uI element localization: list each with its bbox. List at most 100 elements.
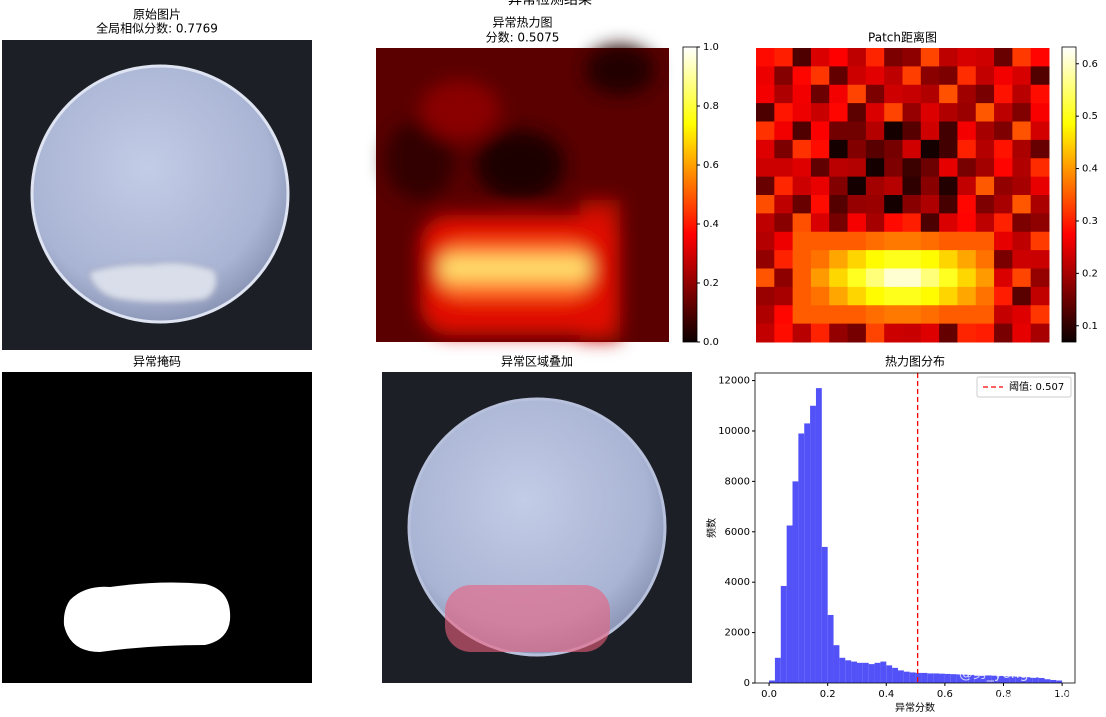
patch-cell — [1030, 323, 1050, 343]
patch-cell — [756, 158, 775, 178]
histogram-bar — [1044, 679, 1051, 683]
histogram-bar — [927, 673, 934, 683]
histogram-bar — [956, 674, 963, 683]
patch-cell — [957, 286, 977, 306]
patch-cell — [847, 305, 867, 325]
patch-cell — [865, 286, 885, 306]
patch-cell — [792, 84, 812, 104]
patch-cell — [865, 305, 885, 325]
histogram-bar — [851, 661, 857, 683]
heat-dark — [585, 45, 655, 95]
patch-cell — [884, 158, 903, 178]
patch-cell — [902, 195, 922, 214]
y-axis-label: 频数 — [705, 518, 718, 538]
patch-cell — [847, 48, 867, 67]
patch-cell — [920, 139, 940, 159]
histogram-bar — [1038, 677, 1045, 683]
colorbar-tick-label: 0.3 — [1082, 216, 1098, 227]
patch-cell — [957, 139, 977, 159]
colorbar-tick-label: 0.4 — [1082, 164, 1098, 175]
patch-cell — [902, 231, 922, 251]
colorbar — [682, 46, 698, 343]
patch-cell — [1012, 231, 1032, 251]
patch-cell — [792, 139, 812, 159]
colorbar-tick-label: 1.0 — [703, 42, 719, 53]
patch-cell — [810, 213, 830, 233]
colorbar-tick-label: 0.6 — [703, 160, 719, 171]
panel-title: Patch距离图 — [868, 30, 937, 45]
patch-cell — [884, 323, 903, 343]
patch-cell — [975, 103, 995, 122]
patch-cell — [994, 213, 1013, 233]
patch-cell — [792, 103, 812, 122]
patch-cell — [1030, 268, 1050, 288]
patch-cell — [902, 323, 922, 343]
patch-cell — [829, 250, 849, 269]
histogram-bar — [985, 675, 992, 683]
patch-cell — [1030, 66, 1050, 86]
patch-cell — [939, 103, 958, 122]
patch-cell — [939, 84, 958, 104]
histogram-bar — [1003, 676, 1010, 683]
patch-cell — [975, 323, 995, 343]
patch-cell — [865, 121, 885, 141]
panel-title: 异常区域叠加 — [501, 355, 573, 369]
colorbar-tick-label: 0.5 — [1082, 111, 1098, 122]
patch-cell — [939, 250, 958, 269]
patch-cell — [884, 268, 903, 288]
patch-cell — [939, 286, 958, 306]
patch-cell — [920, 103, 940, 122]
patch-cell — [994, 305, 1013, 325]
patch-cell — [756, 231, 775, 251]
histogram-bar — [974, 675, 981, 683]
patch-cell — [1030, 213, 1050, 233]
patch-cell — [939, 176, 958, 196]
patch-cell — [774, 250, 794, 269]
patch-cell — [1012, 323, 1032, 343]
patch-cell — [994, 84, 1013, 104]
patch-cell — [829, 66, 849, 86]
patch-cell — [902, 268, 922, 288]
histogram-bar — [769, 680, 775, 683]
patch-cell — [957, 323, 977, 343]
histogram-bar — [804, 423, 811, 683]
patch-cell — [865, 84, 885, 104]
patch-cell — [939, 121, 958, 141]
patch-cell — [939, 231, 958, 251]
y-tick-label: 4000 — [725, 577, 750, 588]
patch-cell — [1012, 176, 1032, 196]
patch-cell — [774, 66, 794, 86]
patch-cell — [975, 176, 995, 196]
patch-cell — [957, 121, 977, 141]
y-tick-label: 6000 — [725, 527, 750, 538]
patch-cell — [902, 213, 922, 233]
patch-cell — [865, 231, 885, 251]
patch-cell — [810, 305, 830, 325]
patch-cell — [939, 158, 958, 178]
patch-cell — [920, 158, 940, 178]
patch-cell — [847, 121, 867, 141]
patch-cell — [920, 250, 940, 269]
patch-cell — [884, 176, 903, 196]
patch-cell — [902, 139, 922, 159]
patch-cell — [957, 84, 977, 104]
colorbar-tick-label: 0.8 — [703, 101, 719, 112]
patch-cell — [884, 231, 903, 251]
watermark: www.cv-club.com — [959, 687, 1081, 703]
patch-cell — [756, 176, 775, 196]
heat-hot — [440, 240, 590, 300]
patch-cell — [994, 250, 1013, 269]
patch-cell — [847, 84, 867, 104]
histogram-bar — [886, 665, 893, 683]
patch-cell — [1012, 48, 1032, 67]
panel-subtitle: 分数: 0.5075 — [486, 30, 560, 45]
patch-cell — [920, 231, 940, 251]
patch-cell — [865, 48, 885, 67]
patch-cell — [957, 268, 977, 288]
patch-cell — [1012, 286, 1032, 306]
histogram-bar — [892, 667, 899, 683]
patch-cell — [756, 48, 775, 67]
patch-cell — [847, 176, 867, 196]
panel-title: 原始图片 — [133, 8, 181, 22]
patch-cell — [774, 139, 794, 159]
